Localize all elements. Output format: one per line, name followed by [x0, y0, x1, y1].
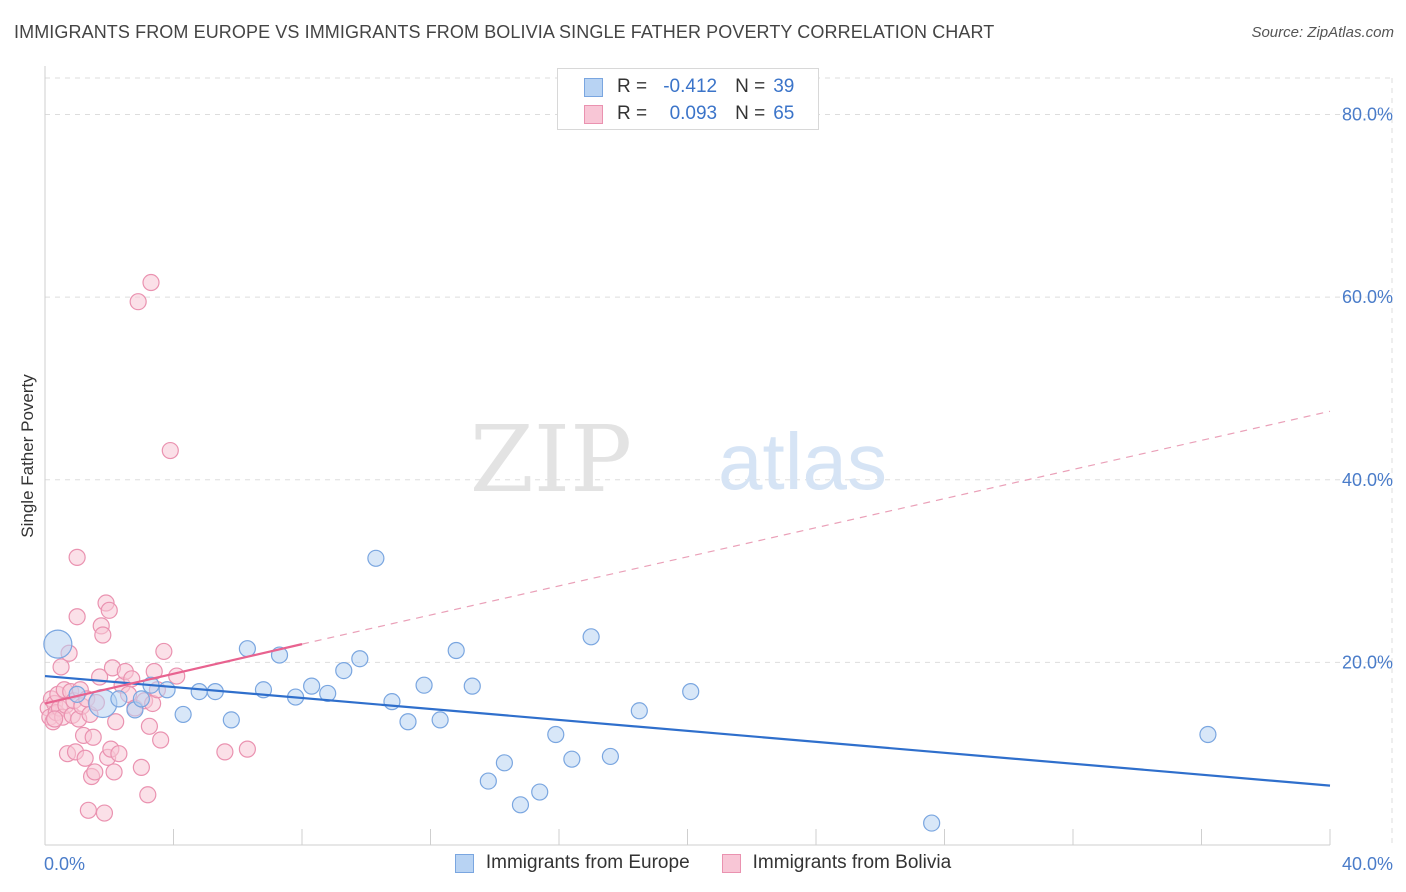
europe-point: [923, 814, 941, 832]
bolivia-point: [84, 728, 102, 746]
tick-labels: 20.0% 40.0% 60.0% 80.0% 0.0% 40.0%: [44, 105, 1393, 874]
bolivia-point: [142, 273, 160, 292]
series-legend: Immigrants from Europe Immigrants from B…: [0, 852, 1406, 874]
europe-r-value: -0.412: [663, 76, 718, 97]
bolivia-trend-line: [44, 643, 303, 705]
n-label: N =: [735, 103, 766, 124]
europe-point: [511, 796, 530, 814]
y-tick-label: 80.0%: [1342, 105, 1393, 125]
europe-trend-line: [44, 674, 1331, 787]
europe-point: [415, 676, 433, 694]
europe-point: [531, 783, 549, 801]
watermark-atlas: atlas: [718, 417, 887, 506]
n-label: N =: [735, 76, 766, 97]
x-tick-label: 40.0%: [1342, 854, 1393, 874]
europe-point: [431, 711, 449, 729]
europe-point: [582, 628, 600, 646]
europe-legend-swatch: [454, 853, 474, 873]
bolivia-points: [39, 273, 256, 822]
europe-point: [547, 725, 565, 744]
bolivia-point: [155, 642, 173, 661]
r-label: R =: [617, 76, 648, 97]
europe-point: [447, 641, 465, 660]
europe-point: [383, 693, 401, 711]
bolivia-point: [68, 548, 86, 566]
bolivia-point: [52, 658, 70, 676]
bolivia-point: [86, 763, 104, 781]
bolivia-legend-swatch: [721, 853, 741, 873]
chart-source: Source: ZipAtlas.com: [1251, 24, 1394, 41]
bolivia-point: [129, 293, 147, 311]
europe-point: [43, 629, 73, 659]
europe-point: [222, 711, 240, 729]
europe-point: [479, 772, 497, 790]
watermark: ZIP atlas: [470, 406, 887, 513]
europe-point: [319, 684, 337, 703]
bolivia-point: [79, 801, 97, 819]
europe-point: [174, 705, 192, 724]
axes: [44, 66, 1331, 846]
europe-point: [495, 754, 513, 772]
gridlines: [45, 77, 1393, 845]
y-tick-label: 60.0%: [1342, 287, 1393, 307]
europe-point: [132, 690, 150, 708]
y-tick-label: 40.0%: [1342, 470, 1393, 490]
bolivia-point: [152, 731, 170, 749]
bolivia-point: [46, 710, 64, 728]
europe-point: [399, 713, 417, 731]
bolivia-point: [107, 713, 125, 731]
bolivia-point: [161, 441, 179, 460]
europe-point: [238, 640, 256, 658]
bolivia-point: [216, 743, 234, 761]
europe-point: [630, 702, 648, 720]
x-tick-label: 0.0%: [44, 854, 85, 874]
europe-point: [682, 682, 700, 701]
bolivia-r-value: 0.093: [669, 103, 718, 124]
legend-row-bolivia: R = 0.093 N = 65: [584, 102, 794, 126]
bolivia-point: [76, 749, 94, 767]
bolivia-point: [94, 626, 112, 644]
legend-item-bolivia[interactable]: Immigrants from Bolivia: [721, 852, 952, 874]
bolivia-point: [95, 804, 114, 822]
europe-point: [601, 747, 620, 766]
watermark-zip: ZIP: [470, 406, 632, 513]
europe-point: [158, 681, 176, 699]
chart-title: IMMIGRANTS FROM EUROPE VS IMMIGRANTS FRO…: [14, 22, 995, 42]
bolivia-point: [238, 740, 256, 758]
bolivia-legend-label: Immigrants from Bolivia: [752, 852, 952, 873]
europe-point: [563, 750, 581, 768]
bolivia-point: [68, 608, 86, 626]
legend-row-europe: R = -0.412 N = 39: [584, 75, 794, 99]
europe-point: [110, 690, 128, 708]
r-label: R =: [617, 103, 648, 124]
bolivia-point: [132, 758, 150, 776]
europe-point: [303, 677, 321, 695]
trend-lines: [44, 410, 1331, 787]
bolivia-trend-extension: [301, 410, 1331, 645]
europe-point: [367, 549, 385, 567]
bolivia-point: [105, 763, 123, 781]
y-tick-label: 20.0%: [1342, 652, 1393, 672]
europe-point: [351, 650, 369, 668]
bolivia-point: [100, 601, 118, 619]
europe-points: [43, 549, 1217, 832]
bolivia-swatch: [584, 104, 603, 124]
europe-point: [463, 677, 481, 695]
bolivia-point: [139, 786, 157, 804]
europe-swatch: [584, 77, 603, 97]
bolivia-point: [168, 667, 186, 685]
europe-point: [1199, 725, 1217, 744]
bolivia-point: [110, 745, 128, 763]
europe-legend-label: Immigrants from Europe: [485, 852, 690, 873]
europe-n-value: 39: [773, 76, 795, 97]
europe-point: [335, 661, 353, 680]
legend-item-europe[interactable]: Immigrants from Europe: [454, 852, 690, 874]
europe-point: [190, 682, 208, 701]
stats-legend: R = -0.412 N = 39 R = 0.093 N = 65: [557, 68, 819, 130]
bolivia-point: [140, 717, 159, 735]
bolivia-n-value: 65: [773, 103, 795, 124]
